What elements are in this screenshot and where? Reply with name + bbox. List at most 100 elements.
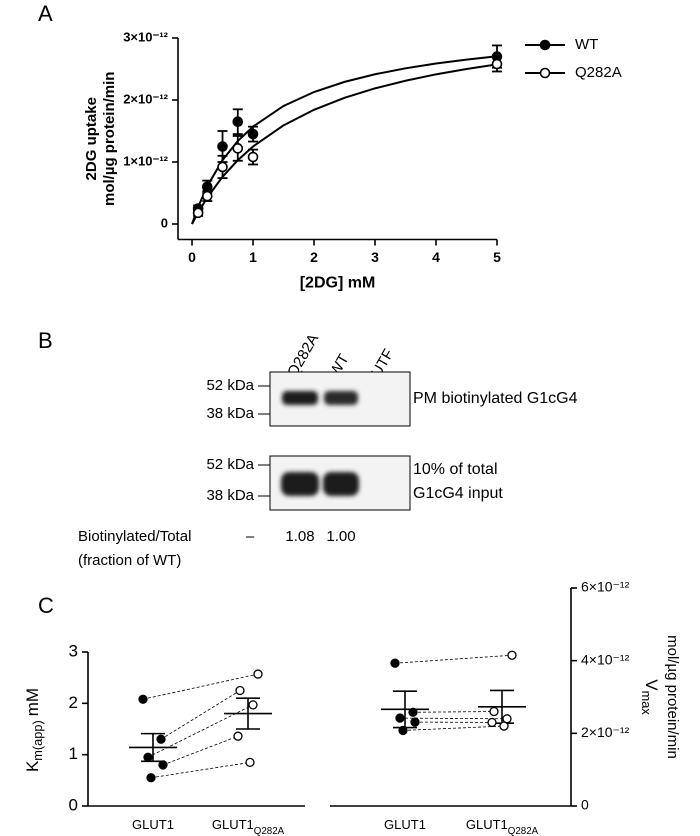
point bbox=[499, 721, 509, 731]
point bbox=[507, 650, 517, 660]
blot-label: G1cG4 input bbox=[413, 485, 503, 502]
point bbox=[201, 181, 213, 193]
marker-label: 38 kDa bbox=[206, 487, 254, 504]
x-tick-label-subscript: Q282A bbox=[508, 826, 539, 836]
point bbox=[217, 161, 228, 173]
pair-line bbox=[399, 717, 508, 720]
y-axis-label: mol/µg protein/min bbox=[101, 72, 118, 206]
point bbox=[247, 151, 259, 163]
x-axis-label: [2DG] mM bbox=[300, 275, 376, 292]
ratio-label: (fraction of WT) bbox=[78, 552, 181, 569]
blot-panel: B Q282A WT UTF 52 kDa 38 kDa PM biotinyl… bbox=[38, 328, 578, 569]
y-axis-label-subscript: m(app) bbox=[30, 720, 45, 760]
panel-label: A bbox=[38, 1, 53, 26]
point bbox=[201, 190, 213, 202]
pair-line bbox=[150, 761, 251, 779]
band bbox=[323, 472, 359, 496]
y-axis-label-subscript: max bbox=[639, 691, 654, 716]
y-tick-label: 1 bbox=[69, 744, 78, 763]
x-tick-label: 4 bbox=[432, 249, 440, 265]
x-tick-label-main: GLUT1 bbox=[384, 817, 426, 832]
point bbox=[390, 658, 400, 668]
ratio-label: Biotinylated/Total bbox=[78, 528, 191, 545]
x-tick-label: 1 bbox=[249, 249, 257, 265]
marker-label: 38 kDa bbox=[206, 405, 254, 422]
legend-marker bbox=[539, 67, 551, 79]
x-tick-label-main: GLUT1 bbox=[132, 817, 174, 832]
y-tick-label: 4×10⁻¹² bbox=[581, 651, 630, 667]
y-tick-label: 0 bbox=[161, 215, 168, 230]
point bbox=[143, 752, 153, 762]
fit-curve bbox=[191, 55, 498, 225]
legend-marker bbox=[539, 39, 551, 51]
y-tick-label: 2×10⁻¹² bbox=[581, 724, 630, 740]
y-tick-label: 6×10⁻¹² bbox=[581, 579, 630, 595]
point bbox=[247, 128, 259, 140]
point bbox=[217, 141, 228, 152]
panel-label: C bbox=[38, 593, 54, 618]
x-tick-label: GLUT1 bbox=[384, 817, 426, 832]
y-axis-label: Km(app) mM bbox=[23, 688, 45, 772]
point bbox=[138, 694, 148, 704]
y-tick-label: 3 bbox=[69, 641, 78, 660]
sem-bar bbox=[236, 697, 260, 730]
ratio-value: 1.08 bbox=[285, 528, 314, 545]
point bbox=[487, 717, 497, 728]
point bbox=[235, 685, 245, 696]
marker-label: 52 kDa bbox=[206, 456, 254, 473]
point bbox=[408, 707, 418, 717]
y-axis-label-main: V bbox=[642, 679, 661, 691]
point bbox=[192, 207, 204, 219]
x-tick-label-main: GLUT1 bbox=[212, 817, 254, 832]
pair-line bbox=[412, 711, 495, 713]
point bbox=[245, 757, 255, 768]
x-tick-label: 5 bbox=[493, 249, 501, 265]
band bbox=[282, 391, 318, 405]
ratio-value: 1.00 bbox=[326, 528, 355, 545]
blot-label: 10% of total bbox=[413, 461, 498, 478]
point bbox=[398, 725, 408, 736]
y-axis-label-unit: mM bbox=[23, 688, 42, 716]
point bbox=[232, 143, 244, 154]
point bbox=[491, 58, 503, 70]
y-tick-label: 0 bbox=[581, 797, 589, 813]
y-axis-label: Vmax bbox=[639, 679, 661, 715]
point bbox=[232, 116, 244, 127]
pair-line bbox=[160, 690, 241, 740]
y-axis-label-main: K bbox=[23, 760, 42, 772]
y-tick-label: 2 bbox=[69, 693, 78, 712]
pair-line bbox=[162, 735, 239, 766]
y-axis-label: 2DG uptake bbox=[83, 97, 100, 180]
pair-line bbox=[394, 654, 513, 664]
point bbox=[158, 760, 168, 770]
x-tick-label-subscript: Q282A bbox=[254, 826, 285, 836]
band bbox=[324, 391, 358, 405]
y-tick-label: 1×10⁻¹² bbox=[123, 153, 168, 168]
point bbox=[156, 734, 166, 744]
point bbox=[248, 700, 258, 710]
band bbox=[281, 472, 319, 496]
legend-label: Q282A bbox=[575, 64, 622, 81]
ratio-value: – bbox=[246, 528, 255, 545]
point bbox=[489, 706, 499, 717]
x-tick-label: GLUT1Q282A bbox=[212, 817, 285, 836]
pair-line bbox=[147, 704, 254, 758]
point bbox=[233, 731, 243, 741]
x-tick-label: GLUT1Q282A bbox=[466, 817, 539, 836]
legend-label: WT bbox=[575, 36, 598, 53]
y-tick-label: 3×10⁻¹² bbox=[123, 29, 168, 44]
y-tick-label: 0 bbox=[69, 795, 78, 814]
x-tick-label: 2 bbox=[310, 249, 318, 265]
y-tick-label: 2×10⁻¹² bbox=[123, 91, 168, 106]
blot-label: PM biotinylated G1cG4 bbox=[413, 390, 578, 407]
point bbox=[146, 773, 156, 783]
point bbox=[253, 669, 263, 679]
point bbox=[410, 717, 420, 727]
panel-label: B bbox=[38, 328, 53, 353]
x-tick-label: 0 bbox=[188, 249, 196, 265]
y-axis-label-unit: mol/µg protein/min bbox=[664, 635, 681, 759]
pair-line bbox=[402, 725, 505, 731]
x-tick-label-main: GLUT1 bbox=[466, 817, 508, 832]
